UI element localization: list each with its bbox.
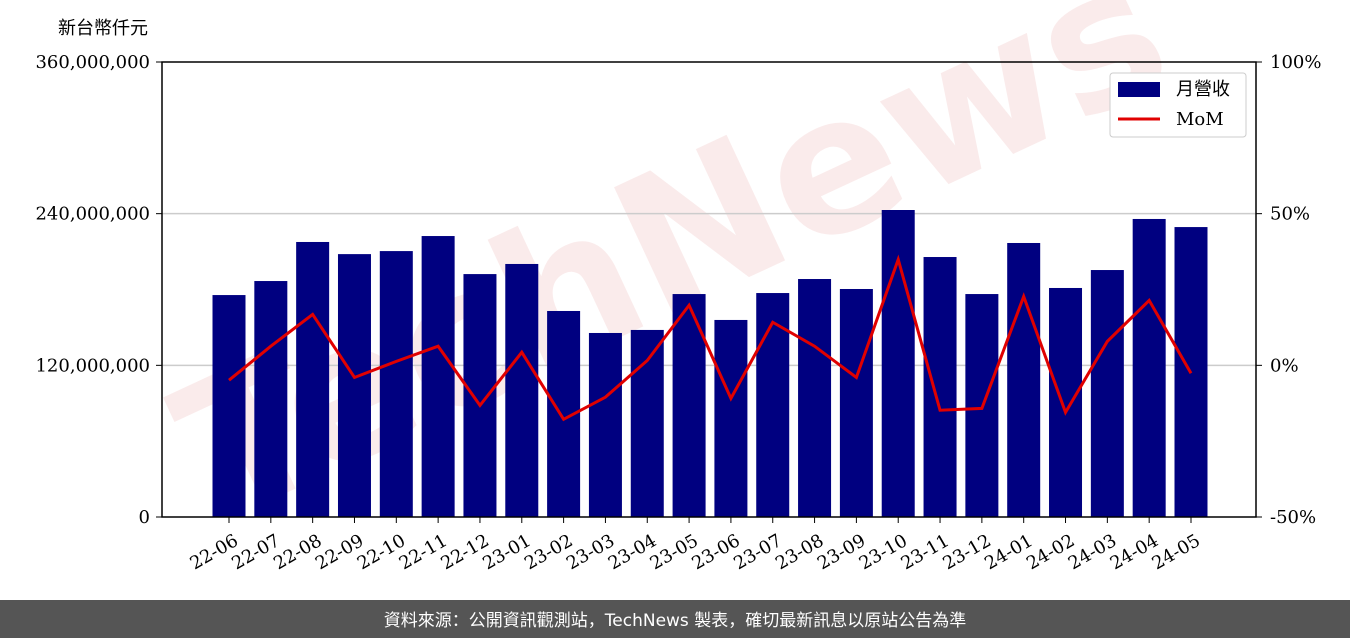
bar xyxy=(505,263,539,517)
bar xyxy=(923,257,957,517)
footer-bar xyxy=(0,600,1350,638)
bar xyxy=(296,241,330,517)
legend-label: 月營收 xyxy=(1176,79,1230,100)
bar xyxy=(379,251,413,518)
y2-tick-label: 0% xyxy=(1270,355,1299,376)
plot-frame xyxy=(161,61,1257,518)
bar xyxy=(1049,287,1083,517)
bar xyxy=(714,319,748,517)
bar xyxy=(421,236,455,517)
y-axis-label: 新台幣仟元 xyxy=(58,18,148,39)
y2-tick-label: 50% xyxy=(1270,204,1310,225)
line xyxy=(228,254,1193,422)
bar xyxy=(1090,270,1124,517)
bar xyxy=(1132,218,1166,517)
y2-tick-label: -50% xyxy=(1270,507,1316,528)
bar xyxy=(254,281,288,517)
y-tick-label: 360,000,000 xyxy=(35,52,150,73)
legend-label: MoM xyxy=(1176,109,1224,130)
bar xyxy=(463,274,497,517)
bar xyxy=(588,332,622,517)
x-tick-label: 24-05 xyxy=(1148,530,1203,574)
bar xyxy=(839,288,873,517)
y2-tick-label: 100% xyxy=(1270,52,1321,73)
bar xyxy=(337,254,371,517)
y-tick-label: 120,000,000 xyxy=(35,355,150,376)
y-tick-label: 0 xyxy=(139,507,150,528)
bar xyxy=(1007,242,1041,517)
bar xyxy=(798,279,832,517)
legend-swatch xyxy=(1118,82,1160,97)
footer: 資料來源：公開資訊觀測站，TechNews 製表，確切最新訊息以原站公告為準 xyxy=(384,611,966,631)
bar xyxy=(756,293,790,517)
y-tick-label: 240,000,000 xyxy=(35,204,150,225)
bar xyxy=(212,295,246,517)
